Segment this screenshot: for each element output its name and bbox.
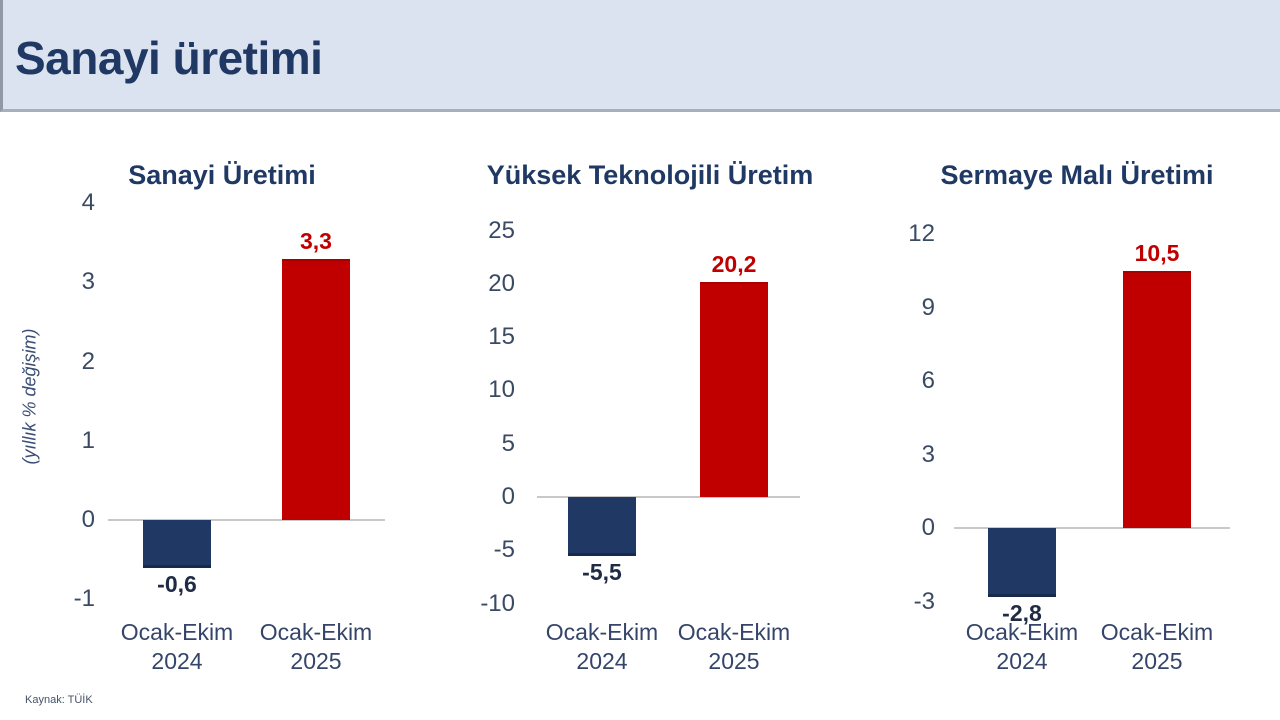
y-tick-label: 20 [488, 270, 515, 297]
y-tick-label: 15 [488, 323, 515, 350]
y-tick-label: 9 [921, 294, 935, 321]
page-title: Sanayi üretimi [15, 32, 323, 84]
x-axis-line [108, 519, 385, 521]
chart-title: Yüksek Teknolojili Üretim [486, 160, 814, 190]
y-tick-label: 4 [81, 189, 95, 216]
bar-2025 [1123, 271, 1191, 528]
bar-value-label: -2,8 [1002, 600, 1042, 626]
y-tick-label: -10 [480, 590, 515, 617]
y-axis-label: (yıllık % değişim) [19, 328, 40, 465]
bar-value-label: 10,5 [1134, 240, 1180, 266]
bar-value-label: 3,3 [300, 228, 332, 254]
y-tick-label: 10 [488, 376, 515, 403]
chart-title: Sermaye Malı Üretimi [940, 160, 1214, 190]
bar-value-label: -5,5 [582, 559, 622, 585]
source-note: Kaynak: TÜİK [25, 694, 93, 706]
y-tick-label: 25 [488, 217, 515, 244]
x-category-label: Ocak-Ekim 2024 [545, 619, 659, 674]
y-tick-label: 0 [501, 483, 515, 510]
bar-2024 [143, 520, 211, 568]
x-category-label: Ocak-Ekim 2025 [259, 619, 373, 674]
y-tick-label: 5 [501, 430, 515, 457]
x-category-label: Ocak-Ekim 2025 [677, 619, 791, 674]
y-tick-label: -5 [493, 536, 515, 563]
y-tick-label: -3 [913, 588, 935, 615]
bar-value-label: -0,6 [157, 571, 197, 597]
y-tick-label: 0 [921, 514, 935, 541]
slide-header: Sanayi üretimi [0, 0, 1280, 112]
x-category-label: Ocak-Ekim 2024 [120, 619, 234, 674]
y-tick-label: 0 [81, 506, 95, 533]
y-tick-label: 2 [81, 348, 95, 375]
x-category-label: Ocak-Ekim 2025 [1100, 619, 1214, 674]
x-axis-line [954, 527, 1230, 529]
bar-2025 [700, 282, 768, 497]
bar-2024 [988, 528, 1056, 597]
y-tick-label: 1 [81, 427, 95, 454]
y-tick-label: 12 [908, 220, 935, 247]
y-tick-label: 3 [81, 268, 95, 295]
bar-2024 [568, 497, 636, 556]
bar-value-label: 20,2 [711, 251, 757, 277]
y-tick-label: 6 [921, 367, 935, 394]
x-category-label: Ocak-Ekim 2024 [965, 619, 1079, 674]
x-axis-line [537, 496, 800, 498]
y-tick-label: 3 [921, 441, 935, 468]
bar-2025 [282, 259, 350, 520]
y-tick-label: -1 [73, 585, 95, 612]
chart-title: Sanayi Üretimi [128, 160, 316, 190]
